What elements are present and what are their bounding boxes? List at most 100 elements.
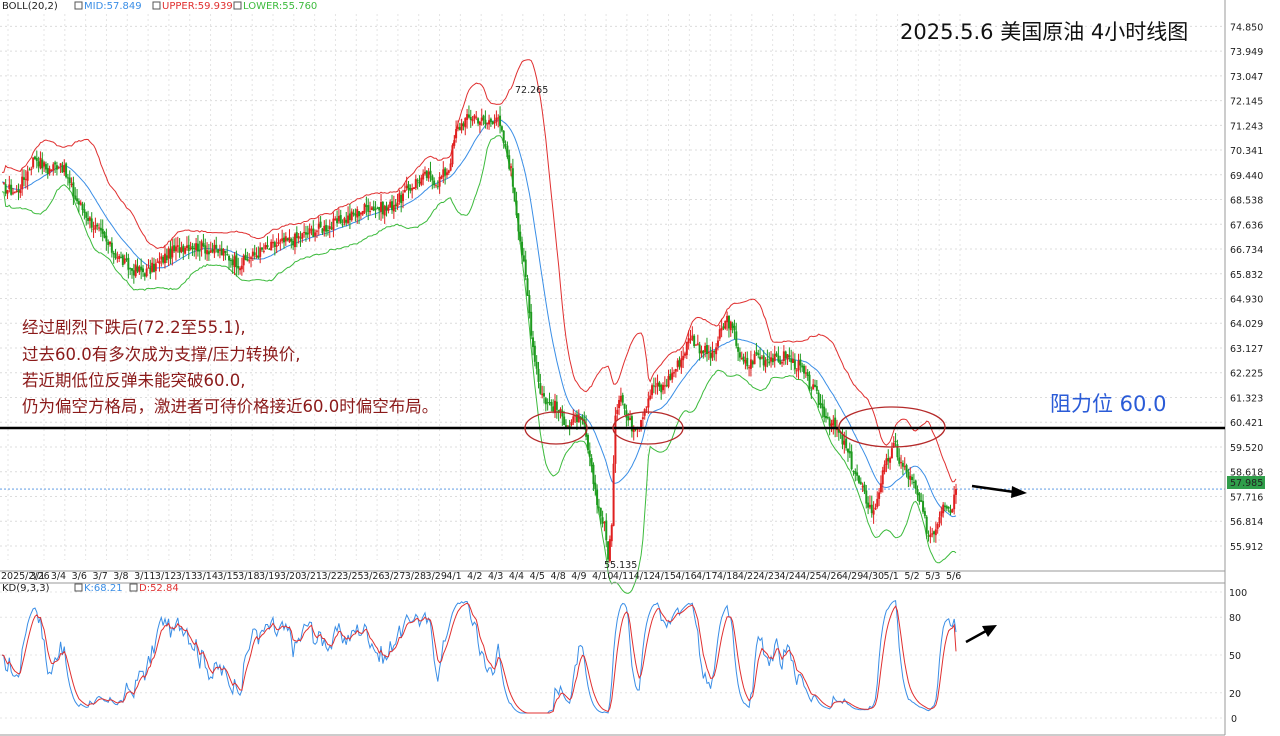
candle-body (482, 115, 485, 120)
candle-body (792, 358, 795, 363)
candle-body (185, 245, 188, 248)
kd-tick-label: 80 (1229, 613, 1241, 624)
candle-body (66, 177, 69, 179)
candle-body (207, 251, 210, 255)
candle-body (685, 341, 688, 356)
candle-body (900, 462, 903, 464)
candle-body (740, 358, 743, 360)
candle-body (273, 242, 276, 247)
candle-body (782, 351, 785, 362)
y-tick-label: 58.618 (1230, 468, 1263, 479)
kd-arrow-icon (965, 625, 997, 644)
candle-body (502, 130, 505, 144)
candle-body (568, 425, 571, 428)
y-tick-label: 56.814 (1230, 517, 1263, 528)
candle-body (420, 177, 423, 185)
candle-body (903, 466, 906, 468)
candle-body (592, 464, 595, 485)
candle-body (319, 221, 322, 228)
candle-body (261, 247, 264, 250)
candle-body (652, 385, 655, 387)
candle-body (630, 416, 633, 432)
candle-body (83, 209, 86, 213)
lower-band (1, 135, 957, 594)
kd-tick-label: 20 (1229, 689, 1241, 700)
x-tick-label: 3/28 (405, 571, 426, 582)
candle-body (391, 201, 394, 211)
candle-body (694, 344, 697, 346)
candle-body (28, 169, 31, 171)
candle-body (451, 145, 454, 165)
x-tick-label: 3/6 (72, 571, 87, 582)
candle-body (577, 414, 580, 423)
candle-body (407, 184, 410, 190)
candle-body (359, 212, 362, 215)
candle-body (508, 155, 511, 169)
candle-body (257, 255, 260, 259)
candle-body (422, 173, 425, 180)
candle-body (901, 462, 904, 467)
candle-body (603, 522, 606, 524)
candle-body (8, 184, 11, 190)
candle-body (947, 507, 950, 509)
candle-body (480, 117, 483, 121)
candle-body (781, 362, 784, 364)
candle-body (337, 215, 340, 222)
indicator-label: BOLL(20,2) (2, 1, 58, 12)
x-tick-label: 4/2 (467, 571, 482, 582)
candle-body (277, 242, 280, 244)
candle-body (211, 249, 214, 252)
candle-body (120, 257, 123, 259)
support-circle-2 (612, 411, 684, 445)
candle-body (777, 355, 780, 362)
candle-body (724, 320, 727, 329)
candle-body (110, 242, 113, 253)
candle-body (832, 419, 835, 426)
candle-body (687, 338, 690, 344)
candle-body (764, 360, 767, 367)
candle-body (304, 232, 307, 235)
kd-tick-label: 100 (1229, 588, 1247, 599)
y-tick-label: 63.127 (1230, 344, 1263, 355)
candle-body (674, 369, 677, 372)
high-label: 72.265 (515, 85, 548, 96)
candle-body (312, 228, 315, 237)
candle-body (722, 326, 725, 329)
candle-body (288, 237, 291, 243)
note-line-2: 过去60.0有多次成为支撑/压力转换价, (22, 345, 301, 364)
candle-body (588, 450, 591, 457)
candle-body (347, 215, 350, 224)
candle-body (852, 470, 855, 472)
y-tick-label: 62.225 (1230, 369, 1263, 380)
candle-body (123, 258, 126, 264)
candle-body (683, 353, 686, 356)
candle-body (394, 204, 397, 206)
candle-body (55, 165, 58, 170)
candle-body (647, 398, 650, 408)
candle-body (511, 168, 514, 187)
k-label: K:68.21 (84, 583, 123, 594)
candle-body (46, 167, 49, 175)
candle-body (367, 205, 370, 212)
candle-body (233, 256, 236, 267)
candle-body (315, 230, 318, 232)
candle-body (167, 248, 170, 259)
candle-body (400, 195, 403, 204)
candle-body (610, 525, 613, 542)
candle-body (68, 177, 71, 184)
candle-body (239, 268, 242, 271)
candle-body (409, 187, 412, 191)
candle-body (676, 360, 679, 368)
candle-body (581, 417, 584, 421)
candle-body (526, 278, 529, 296)
x-tick-label: 4/30 (863, 571, 884, 582)
x-tick-label: 3/20 (280, 571, 301, 582)
candle-body (749, 359, 752, 369)
candle-body (114, 253, 117, 258)
candle-body (270, 241, 273, 251)
candle-body (253, 252, 256, 256)
x-tick-label: 3/15 (217, 571, 238, 582)
note-line-3: 若近期低位反弹未能突破60.0, (22, 371, 245, 390)
candle-body (17, 189, 20, 193)
candle-body (779, 360, 782, 365)
